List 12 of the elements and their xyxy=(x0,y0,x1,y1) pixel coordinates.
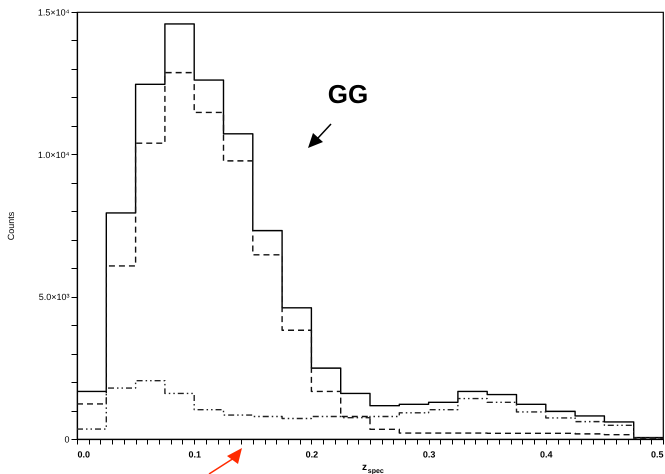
annotation: GG xyxy=(328,79,368,109)
y-tick-label: 5.0×10³ xyxy=(38,292,70,302)
x-tick-label: 0.2 xyxy=(306,450,318,460)
y-tick-label: 0 xyxy=(64,434,70,444)
y-tick-label: 1.5×10⁴ xyxy=(38,8,70,18)
x-tick-label: 0.5 xyxy=(650,450,664,460)
x-tick-label: 0.0 xyxy=(78,450,90,460)
y-axis-title: Counts xyxy=(6,211,16,240)
x-tick-label: 0.1 xyxy=(188,450,201,460)
x-tick-label: 0.4 xyxy=(540,450,553,460)
x-tick-label: 0.3 xyxy=(422,450,436,460)
y-tick-label: 1.0×10⁴ xyxy=(38,150,70,160)
